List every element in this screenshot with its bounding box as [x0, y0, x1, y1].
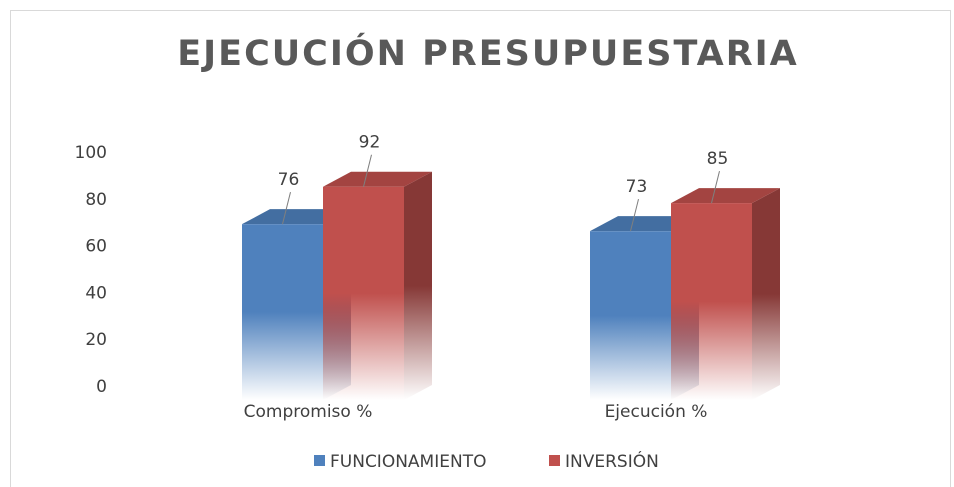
value-label: 73 — [626, 177, 648, 197]
y-tick-label: 100 — [75, 143, 107, 163]
bar-front — [323, 186, 404, 400]
x-tick-label: Ejecución % — [605, 402, 708, 422]
x-tick-label: Compromiso % — [244, 402, 373, 422]
legend-swatch — [549, 455, 560, 466]
y-tick-label: 40 — [85, 283, 107, 303]
bar-front — [671, 203, 752, 400]
bar-side — [752, 188, 780, 400]
bar-side — [404, 171, 432, 400]
leader-line — [630, 199, 639, 232]
leader-line — [282, 192, 291, 225]
legend-swatch — [314, 455, 325, 466]
legend-label: FUNCIONAMIENTO — [330, 452, 486, 472]
legend-label: INVERSIÓN — [565, 450, 659, 472]
value-label: 85 — [707, 149, 729, 169]
leader-line — [711, 170, 720, 204]
value-label: 92 — [359, 133, 381, 153]
bar — [323, 171, 432, 400]
bar-top — [671, 188, 780, 204]
y-tick-label: 20 — [85, 330, 107, 350]
bar-front — [242, 224, 323, 400]
y-tick-label: 80 — [85, 190, 107, 210]
bar-front — [590, 231, 671, 400]
y-tick-label: 0 — [96, 377, 107, 397]
bar-top — [323, 171, 432, 187]
bar — [671, 188, 780, 400]
chart-title: EJECUCIÓN PRESUPUESTARIA — [177, 32, 799, 74]
chart-border — [10, 10, 951, 487]
leader-line — [363, 154, 372, 187]
y-tick-label: 60 — [85, 237, 107, 257]
value-label: 76 — [278, 170, 300, 190]
